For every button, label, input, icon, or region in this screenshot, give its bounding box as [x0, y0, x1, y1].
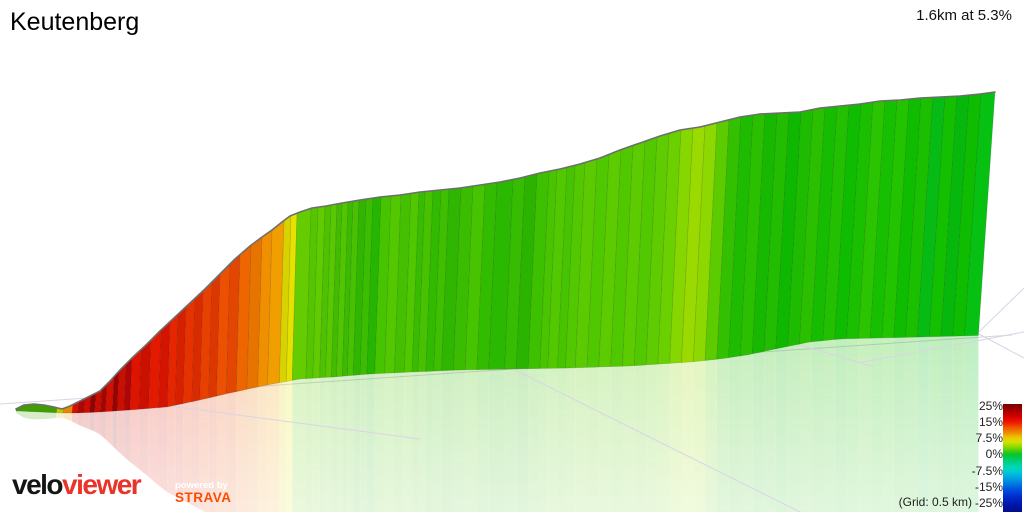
profile-face — [15, 91, 996, 414]
legend-tick-label: -15% — [974, 480, 1003, 494]
grid-spacing-note: (Grid: 0.5 km) — [898, 495, 972, 509]
powered-by-strava[interactable]: powered by STRAVA — [175, 480, 232, 505]
floor-grid-front — [154, 287, 1024, 512]
strava-logo-text: STRAVA — [175, 490, 232, 505]
legend-tick-label: 25% — [978, 399, 1003, 413]
powered-by-label: powered by — [175, 480, 228, 491]
profile-reflection — [16, 335, 979, 512]
logo-viewer-text: viewer — [62, 469, 142, 500]
legend-tick-label: 7.5% — [975, 431, 1003, 445]
page-title: Keutenberg — [10, 8, 140, 36]
logo-velo-text: velo — [12, 469, 64, 500]
gradient-legend-colorbar — [1003, 404, 1022, 512]
veloviewer-logo[interactable]: veloviewer — [12, 469, 142, 500]
climb-stats: 1.6km at 5.3% — [916, 7, 1012, 24]
legend-tick-label: 0% — [985, 447, 1003, 461]
legend-tick-label: 15% — [978, 415, 1003, 429]
legend-tick-label: -7.5% — [971, 464, 1003, 478]
legend-tick-label: -25% — [974, 496, 1003, 510]
profile-top-outline — [15, 91, 996, 410]
